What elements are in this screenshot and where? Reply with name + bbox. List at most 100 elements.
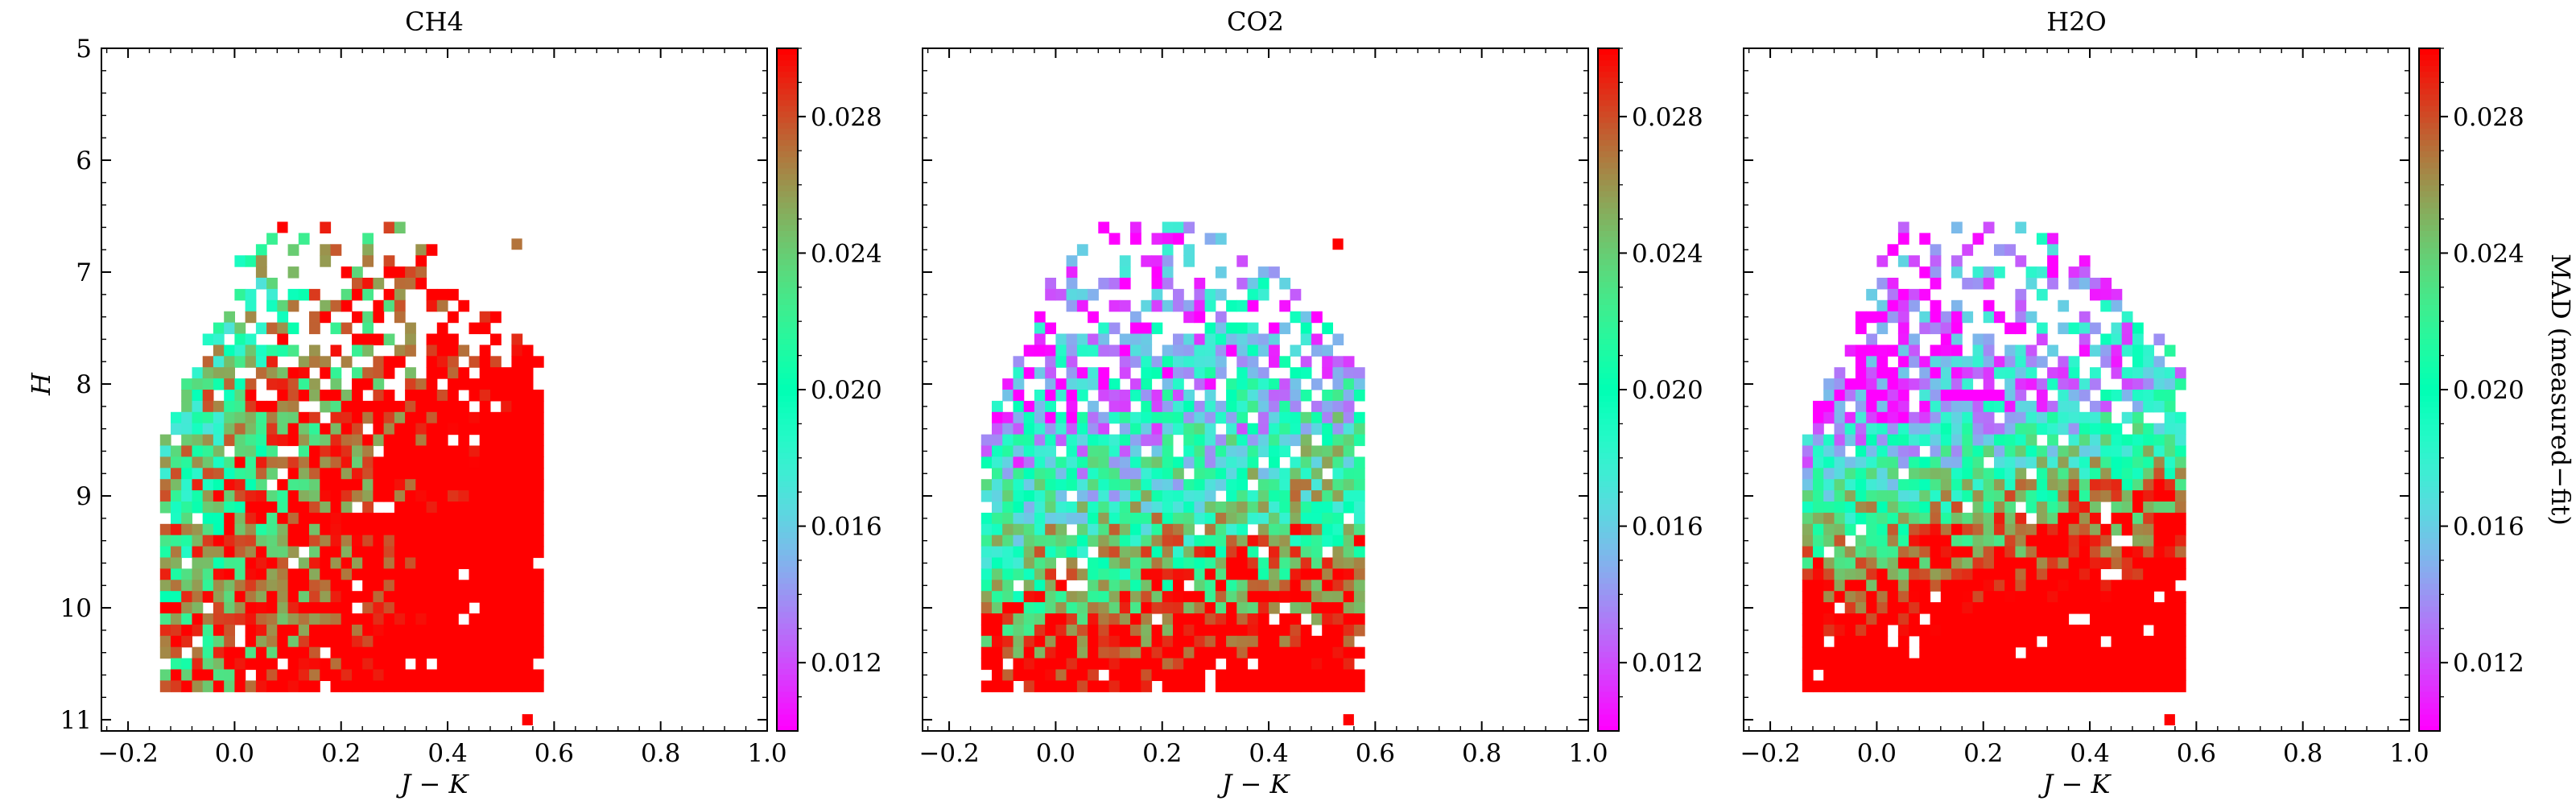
heatmap-cell xyxy=(2143,669,2154,681)
heatmap-cell xyxy=(2025,646,2037,659)
heatmap-cell xyxy=(383,400,395,413)
heatmap-cell xyxy=(1034,557,1046,569)
heatmap-cell xyxy=(426,345,438,357)
heatmap-cell xyxy=(479,680,491,692)
heatmap-cell xyxy=(320,244,332,256)
heatmap-cell xyxy=(245,680,257,692)
heatmap-cell xyxy=(266,288,278,301)
heatmap-cell xyxy=(202,434,214,447)
heatmap-cell xyxy=(1322,669,1333,681)
heatmap-cell xyxy=(426,468,438,480)
heatmap-cell xyxy=(436,669,448,681)
heatmap-cell xyxy=(1098,378,1110,390)
heatmap-cell xyxy=(1076,411,1088,424)
heatmap-cell xyxy=(1897,658,1909,671)
heatmap-cell xyxy=(479,390,491,402)
heatmap-cell xyxy=(1194,568,1206,580)
heatmap-cells xyxy=(1802,221,2186,726)
heatmap-cell xyxy=(1866,523,1877,536)
colorbar-segment xyxy=(777,605,798,613)
heatmap-cell xyxy=(2058,479,2070,491)
heatmap-cell xyxy=(1269,356,1280,368)
heatmap-cell xyxy=(2047,557,2058,569)
heatmap-cell xyxy=(1897,390,1909,402)
heatmap-cell xyxy=(2047,680,2058,692)
heatmap-cell xyxy=(415,278,427,290)
heatmap-cell xyxy=(2036,568,2048,580)
heatmap-cell xyxy=(2164,345,2176,357)
heatmap-cell xyxy=(1130,356,1141,368)
heatmap-cell xyxy=(1055,423,1067,436)
heatmap-cell xyxy=(1290,535,1302,547)
heatmap-cell xyxy=(1108,602,1121,614)
heatmap-cell xyxy=(298,445,310,457)
heatmap-cell xyxy=(2100,400,2112,413)
colorbar-segment xyxy=(777,497,798,505)
heatmap-cell xyxy=(1940,400,1952,413)
heatmap-cell xyxy=(458,535,470,547)
heatmap-cell xyxy=(373,411,385,424)
heatmap-cell xyxy=(1876,378,1889,390)
heatmap-cell xyxy=(320,613,332,625)
heatmap-cell xyxy=(202,512,214,525)
heatmap-cell xyxy=(2025,445,2037,457)
heatmap-cell-outlier xyxy=(522,714,533,726)
heatmap-cell xyxy=(1151,445,1163,457)
heatmap-cell xyxy=(1173,512,1184,525)
heatmap-cell xyxy=(213,602,225,614)
heatmap-cell xyxy=(1257,400,1269,413)
colorbar-segment xyxy=(2419,173,2440,180)
heatmap-cell xyxy=(2015,658,2027,671)
heatmap-cell xyxy=(2132,512,2144,525)
heatmap-cell-outlier xyxy=(277,221,288,233)
heatmap-cell xyxy=(1226,580,1237,592)
heatmap-cell xyxy=(1290,345,1302,357)
heatmap-cell xyxy=(266,535,278,547)
heatmap-cell xyxy=(1066,356,1078,368)
heatmap-cell xyxy=(1343,468,1355,480)
heatmap-cell xyxy=(320,445,332,457)
heatmap-cell xyxy=(1897,311,1909,324)
colorbar-segment xyxy=(1598,481,1619,487)
heatmap-cell xyxy=(1098,580,1110,592)
heatmap-cell xyxy=(1919,512,1931,525)
heatmap-cell xyxy=(1108,490,1121,502)
heatmap-cell xyxy=(1023,646,1035,659)
heatmap-cell xyxy=(1119,624,1131,637)
heatmap-cell xyxy=(2068,512,2080,525)
heatmap-cell xyxy=(362,635,374,648)
heatmap-cell xyxy=(309,356,320,368)
heatmap-cell xyxy=(309,434,320,447)
heatmap-cell xyxy=(2004,390,2016,402)
heatmap-cell xyxy=(2153,646,2165,659)
heatmap-cell xyxy=(1108,468,1121,480)
heatmap-cell xyxy=(383,255,395,267)
heatmap-cell xyxy=(1162,356,1174,368)
heatmap-cell xyxy=(2090,602,2101,614)
heatmap-cell xyxy=(1194,423,1206,436)
heatmap-cell xyxy=(532,613,544,625)
heatmap-cell xyxy=(1897,646,1909,659)
colorbar-segment xyxy=(777,423,798,431)
colorbar-segment xyxy=(777,577,798,584)
heatmap-cell xyxy=(1023,502,1035,514)
heatmap-cell xyxy=(415,557,427,569)
heatmap-cell xyxy=(2100,646,2112,659)
heatmap-cell xyxy=(1322,479,1333,491)
heatmap-cell xyxy=(1045,523,1056,536)
heatmap-cell xyxy=(436,400,448,413)
heatmap-cell xyxy=(1088,613,1099,625)
colorbar-segment xyxy=(777,572,798,578)
heatmap-cell xyxy=(224,468,235,480)
heatmap-cell xyxy=(1002,468,1013,480)
heatmap-cell xyxy=(1844,512,1856,525)
heatmap-cell xyxy=(415,646,427,659)
heatmap-cell xyxy=(255,356,267,368)
heatmap-cell xyxy=(1023,546,1035,559)
colorbar-segment xyxy=(2419,247,2440,254)
colorbar-segment xyxy=(1598,531,1619,539)
colorbar-segment xyxy=(2419,338,2440,345)
heatmap-cell xyxy=(448,378,459,390)
heatmap-cell xyxy=(2090,523,2101,536)
heatmap-cell xyxy=(2121,635,2133,648)
